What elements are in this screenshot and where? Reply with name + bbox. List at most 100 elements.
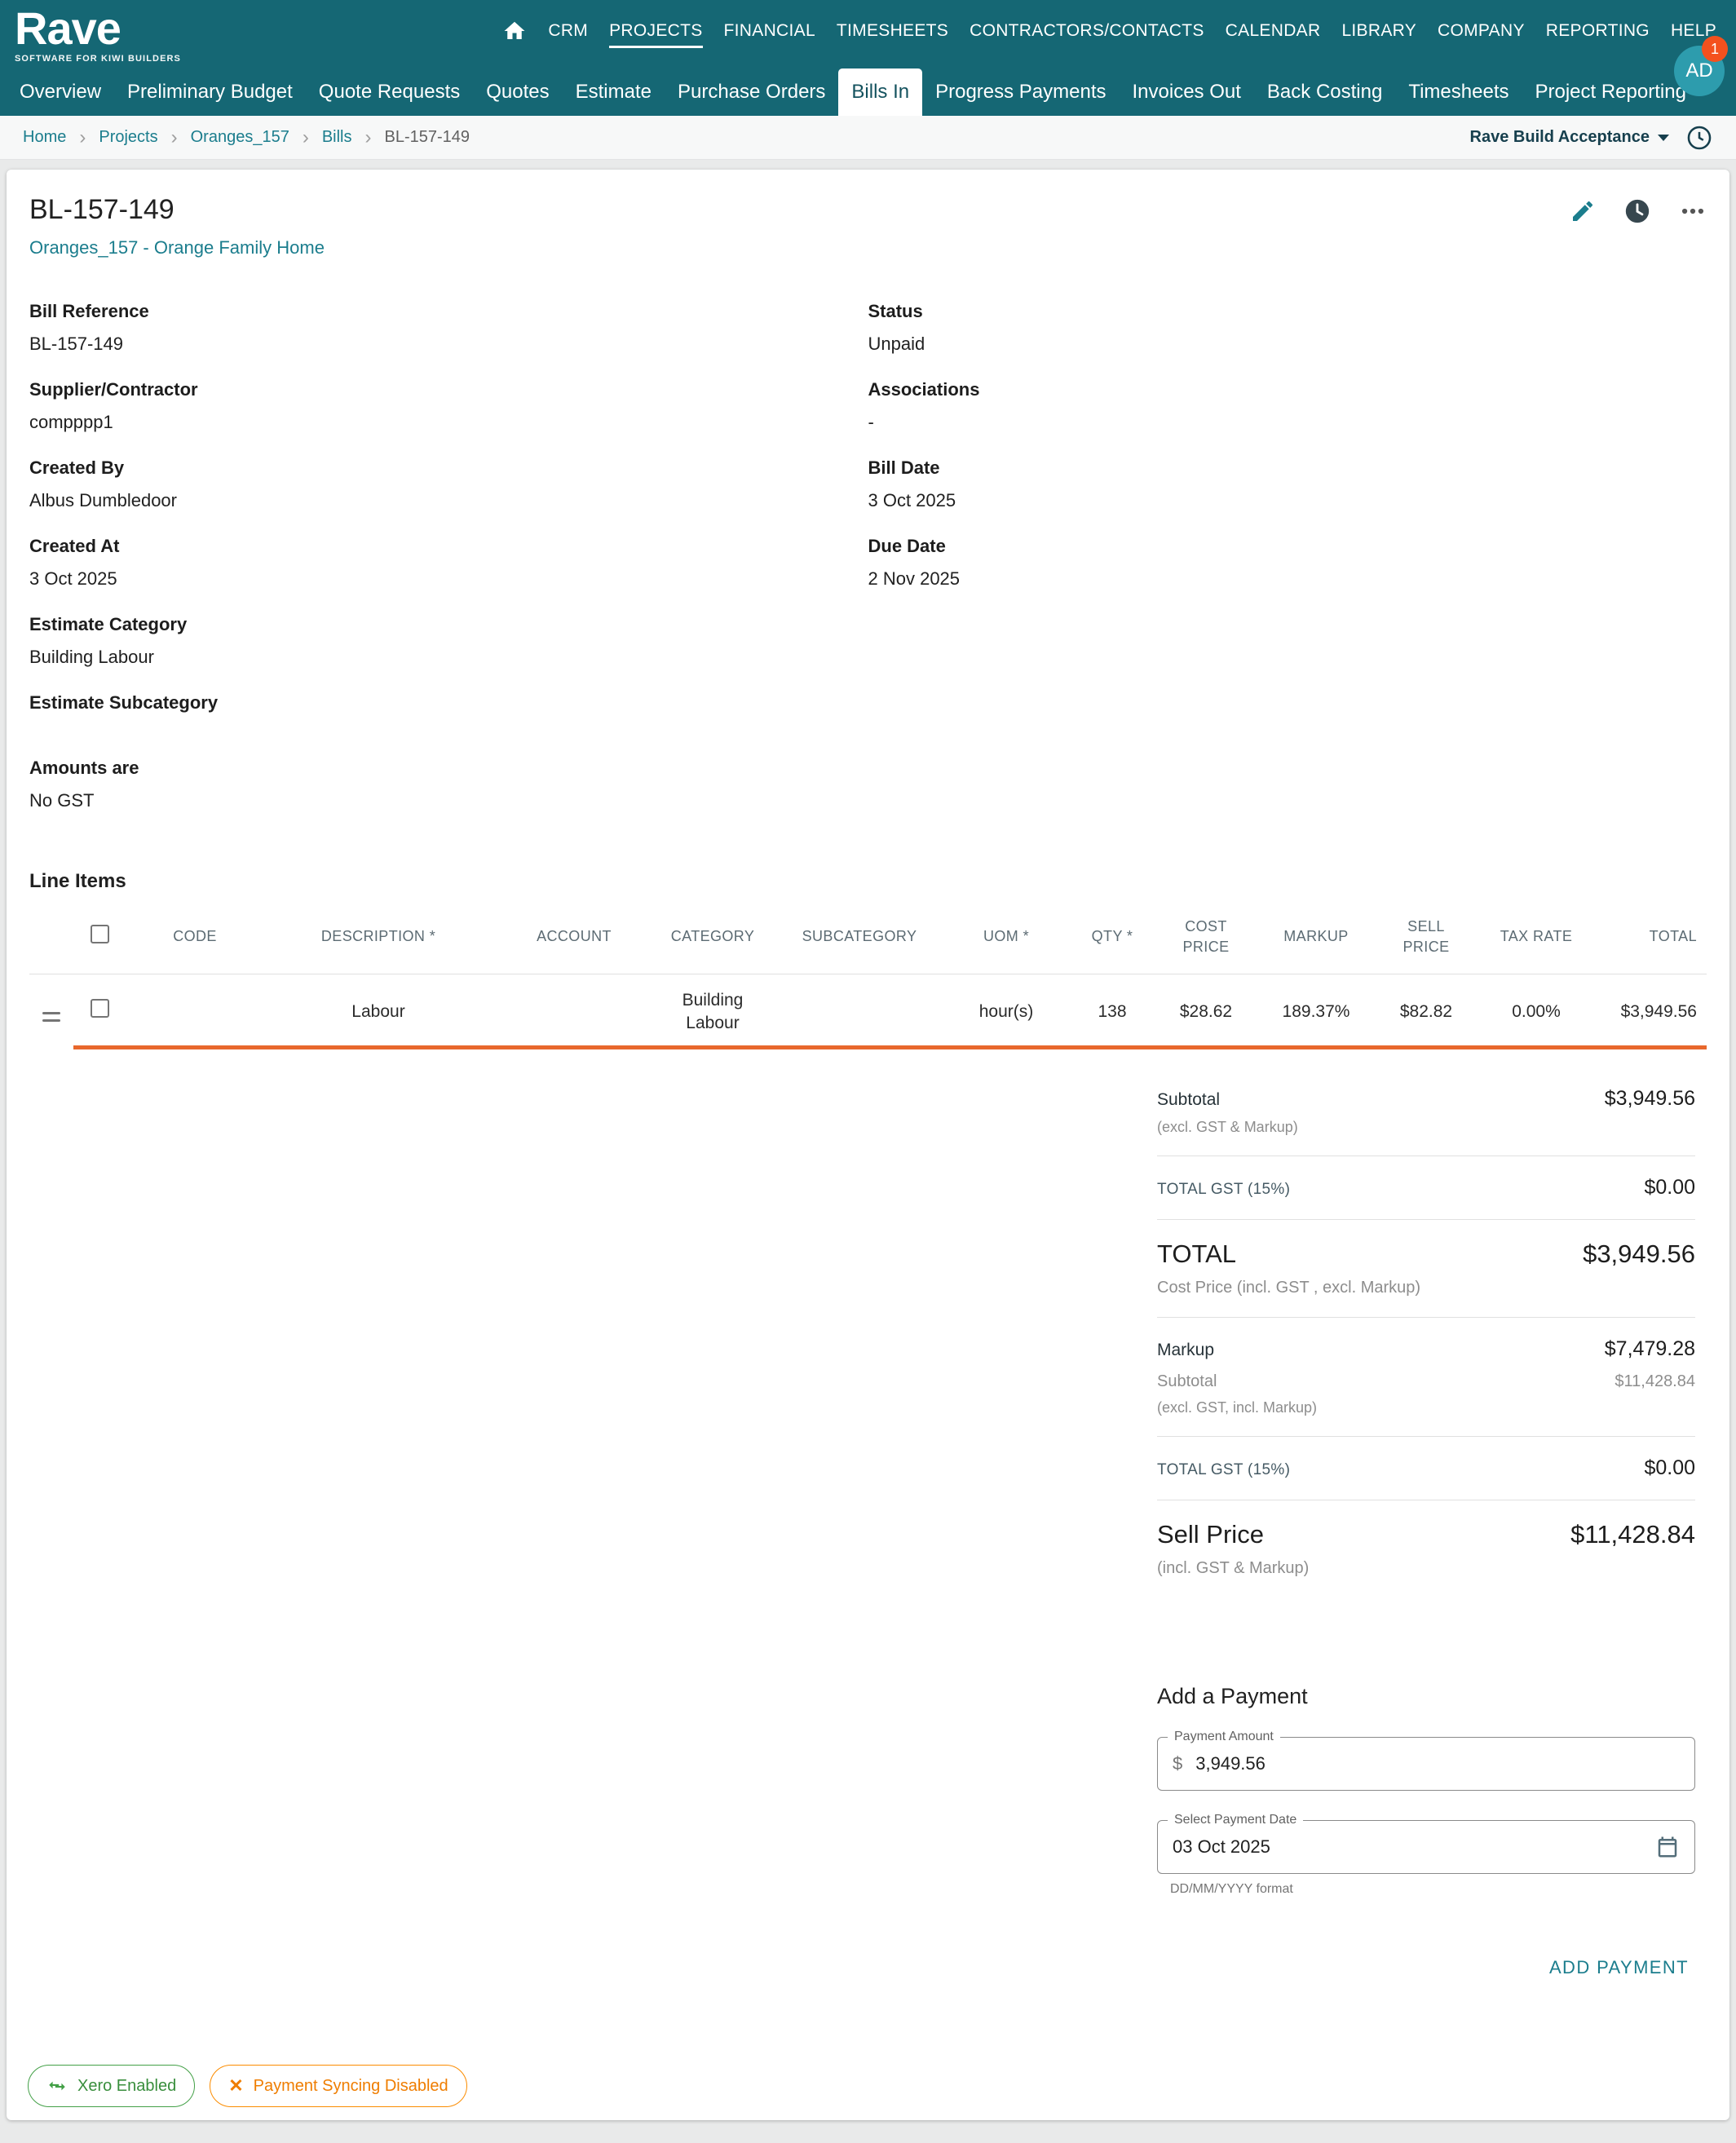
rave-logo[interactable]: Rave SOFTWARE FOR KIWI BUILDERS xyxy=(15,2,181,64)
subtotal-value: $3,949.56 xyxy=(1604,1087,1695,1110)
tab-timesheets[interactable]: Timesheets xyxy=(1408,81,1509,103)
markup-label: Markup xyxy=(1157,1341,1215,1359)
total-value: $3,949.56 xyxy=(1583,1239,1695,1268)
history-clock-icon[interactable] xyxy=(1685,124,1713,152)
tab-quotes[interactable]: Quotes xyxy=(486,81,550,103)
cell-cost-price: $28.62 xyxy=(1179,1001,1233,1021)
line-items-heading: Line Items xyxy=(29,870,126,892)
payment-date-label: Select Payment Date xyxy=(1168,1813,1304,1827)
tab-back-costing[interactable]: Back Costing xyxy=(1266,81,1383,103)
line-items-header-row: CODE DESCRIPTION * ACCOUNT CATEGORY SUBC… xyxy=(29,899,1707,974)
tab-project-reporting[interactable]: Project Reporting xyxy=(1522,68,1718,116)
col-markup: MARKUP xyxy=(1283,928,1349,945)
tab-quote-requests[interactable]: Quote Requests xyxy=(318,81,461,103)
nav-financial[interactable]: FINANCIAL xyxy=(723,20,815,40)
col-tax-rate: TAX RATE xyxy=(1500,928,1573,945)
total-label: TOTAL xyxy=(1157,1239,1237,1268)
field-amounts-are: Amounts are No GST xyxy=(29,758,139,811)
col-account: ACCOUNT xyxy=(537,928,612,945)
cell-category: Building Labour xyxy=(682,990,744,1032)
tab-progress-payments[interactable]: Progress Payments xyxy=(935,81,1107,103)
cell-total: $3,949.56 xyxy=(1620,1001,1697,1021)
breadcrumb-separator: › xyxy=(170,126,178,148)
tab-overview[interactable]: Overview xyxy=(20,81,102,103)
breadcrumb: Home › Projects › Oranges_157 › Bills › … xyxy=(0,116,1736,160)
cell-tax-rate: 0.00% xyxy=(1512,1001,1561,1021)
add-payment-heading: Add a Payment xyxy=(1157,1684,1308,1708)
nav-reporting[interactable]: REPORTING xyxy=(1545,20,1650,40)
breadcrumb-projects[interactable]: Projects xyxy=(99,128,158,146)
subtotal2-label: Subtotal xyxy=(1157,1372,1217,1390)
payment-amount-field-wrap: Payment Amount $ xyxy=(1157,1730,1695,1791)
chevron-down-icon xyxy=(1658,134,1669,141)
row-checkbox[interactable] xyxy=(90,999,109,1018)
payment-amount-input[interactable] xyxy=(1195,1753,1680,1774)
col-uom: UOM * xyxy=(983,928,1029,945)
cell-account xyxy=(493,999,656,1025)
line-item-row[interactable]: Labour Building Labour hour(s) 138 $28.6… xyxy=(29,974,1707,1049)
avatar[interactable]: AD xyxy=(1674,46,1725,96)
nav-timesheets[interactable]: TIMESHEETS xyxy=(836,20,949,40)
breadcrumb-home[interactable]: Home xyxy=(23,128,67,146)
payment-date-input[interactable] xyxy=(1173,1836,1655,1858)
field-estimate-category: Estimate Category Building Labour xyxy=(29,614,188,667)
date-format-helper: DD/MM/YYYY format xyxy=(1170,1882,1293,1896)
subtotal2-note: (excl. GST, incl. Markup) xyxy=(1157,1399,1318,1416)
cell-code xyxy=(126,999,264,1025)
workspace-selector[interactable]: Rave Build Acceptance xyxy=(1470,128,1669,147)
nav-contractors-contacts[interactable]: CONTRACTORS/CONTACTS xyxy=(970,20,1204,40)
cell-subcategory xyxy=(770,999,949,1025)
tab-estimate[interactable]: Estimate xyxy=(575,81,652,103)
x-icon: ✕ xyxy=(228,2075,244,2096)
gst-value: $0.00 xyxy=(1644,1176,1695,1199)
divider xyxy=(1157,1219,1695,1220)
field-bill-date: Bill Date 3 Oct 2025 xyxy=(868,457,956,510)
cell-qty: 138 xyxy=(1098,1001,1127,1021)
user-avatar-area: 1 AD xyxy=(1674,36,1728,96)
drag-handle-icon[interactable] xyxy=(39,1007,64,1027)
primary-nav-bar: Rave SOFTWARE FOR KIWI BUILDERS CRM PROJ… xyxy=(0,0,1736,68)
sell-price-note: (incl. GST & Markup) xyxy=(1157,1559,1310,1577)
col-subcategory: SUBCATEGORY xyxy=(802,928,917,945)
logo-text: Rave xyxy=(15,2,121,54)
more-options-icon[interactable] xyxy=(1679,197,1707,225)
bill-fields: Bill Reference BL-157-149 Supplier/Contr… xyxy=(29,301,1707,836)
col-sell-price: SELL PRICE xyxy=(1402,918,1450,955)
nav-crm[interactable]: CRM xyxy=(548,20,589,40)
field-bill-reference: Bill Reference BL-157-149 xyxy=(29,301,149,354)
integration-status-chips: Xero Enabled ✕ Payment Syncing Disabled xyxy=(28,2065,467,2107)
nav-help[interactable]: HELP xyxy=(1670,20,1716,40)
breadcrumb-project[interactable]: Oranges_157 xyxy=(190,128,289,146)
select-all-checkbox[interactable] xyxy=(90,924,109,943)
add-payment-section: Add a Payment Payment Amount $ Select Pa… xyxy=(1157,1684,1695,1986)
calendar-icon[interactable] xyxy=(1655,1835,1680,1859)
nav-projects[interactable]: PROJECTS xyxy=(609,21,703,48)
breadcrumb-bills[interactable]: Bills xyxy=(321,128,352,146)
gst2-value: $0.00 xyxy=(1644,1456,1695,1479)
nav-company[interactable]: COMPANY xyxy=(1438,20,1525,40)
divider xyxy=(1157,1436,1695,1437)
tab-purchase-orders[interactable]: Purchase Orders xyxy=(678,81,826,103)
tab-invoices-out[interactable]: Invoices Out xyxy=(1132,81,1241,103)
project-link[interactable]: Oranges_157 - Orange Family Home xyxy=(29,237,325,258)
page-title: BL-157-149 xyxy=(29,194,174,225)
tab-bills-in[interactable]: Bills In xyxy=(838,68,923,116)
field-estimate-subcategory: Estimate Subcategory xyxy=(29,692,219,713)
home-icon[interactable] xyxy=(502,19,527,51)
tab-preliminary-budget[interactable]: Preliminary Budget xyxy=(127,81,293,103)
breadcrumb-current: BL-157-149 xyxy=(384,128,470,146)
edit-pencil-icon[interactable] xyxy=(1570,198,1596,224)
breadcrumb-separator: › xyxy=(364,126,372,148)
add-payment-button[interactable]: ADD PAYMENT xyxy=(1543,1949,1695,1986)
nav-calendar[interactable]: CALENDAR xyxy=(1225,20,1321,40)
xero-enabled-chip[interactable]: Xero Enabled xyxy=(28,2065,196,2107)
payment-syncing-disabled-chip[interactable]: ✕ Payment Syncing Disabled xyxy=(210,2065,467,2107)
payment-amount-label: Payment Amount xyxy=(1168,1730,1280,1744)
payment-date-field-wrap: Select Payment Date xyxy=(1157,1813,1695,1874)
nav-library[interactable]: LIBRARY xyxy=(1341,20,1417,40)
bill-detail-card: BL-157-149 Oranges_157 - Orange Family H… xyxy=(7,170,1729,2120)
sell-price-value: $11,428.84 xyxy=(1570,1520,1695,1549)
history-clock-icon[interactable] xyxy=(1623,197,1651,225)
col-description: DESCRIPTION * xyxy=(320,928,436,945)
field-created-at: Created At 3 Oct 2025 xyxy=(29,536,120,589)
